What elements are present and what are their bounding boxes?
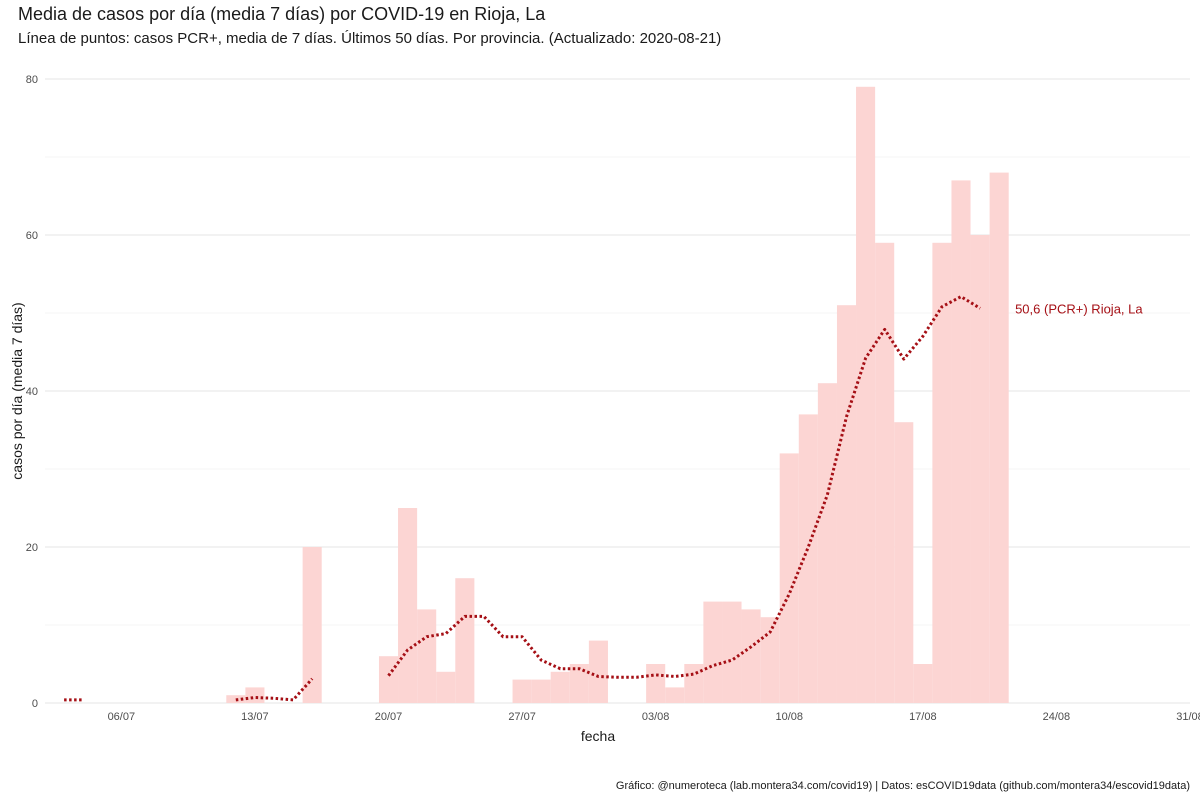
bar — [779, 453, 799, 703]
series-line-segment — [235, 677, 314, 702]
bar — [817, 383, 837, 703]
x-tick-label: 31/08 — [1176, 711, 1200, 723]
chart-caption: Gráfico: @numeroteca (lab.montera34.com/… — [615, 780, 1190, 792]
y-tick-label: 40 — [26, 386, 38, 398]
x-tick-label: 03/08 — [642, 711, 670, 723]
bar — [436, 671, 456, 703]
bar — [760, 617, 780, 703]
y-tick-label: 20 — [26, 542, 38, 554]
bar — [741, 609, 761, 703]
bar — [932, 242, 952, 704]
y-tick-label: 60 — [26, 230, 38, 242]
bar — [665, 687, 685, 703]
bar — [913, 664, 933, 703]
y-axis-title: casos por día (media 7 días) — [9, 302, 25, 479]
bar — [894, 422, 914, 703]
chart-title: Media de casos por día (media 7 días) po… — [18, 4, 546, 24]
bar — [512, 679, 532, 703]
bar — [989, 172, 1009, 704]
x-tick-label: 17/08 — [909, 711, 937, 723]
chart-subtitle: Línea de puntos: casos PCR+, media de 7 … — [18, 30, 722, 47]
bar — [378, 656, 399, 703]
x-tick-label: 10/08 — [775, 711, 803, 723]
bar — [550, 671, 570, 703]
y-axis-ticks: 0 20 40 60 80 — [26, 74, 38, 710]
x-tick-label: 27/07 — [508, 711, 536, 723]
bar — [245, 687, 265, 703]
bar — [722, 601, 742, 703]
bar — [398, 508, 418, 703]
bar — [455, 578, 475, 703]
series-end-label: 50,6 (PCR+) Rioja, La — [1015, 301, 1143, 316]
bar — [856, 86, 876, 704]
bar — [875, 242, 895, 704]
x-tick-label: 24/08 — [1043, 711, 1071, 723]
x-axis-title: fecha — [581, 728, 615, 744]
y-tick-label: 80 — [26, 74, 38, 86]
bar — [951, 180, 971, 703]
x-axis-ticks: 06/07 13/07 20/07 27/07 03/08 10/08 17/08 24/08… — [108, 711, 1200, 723]
bar — [836, 305, 857, 703]
bar — [302, 547, 322, 703]
bar — [646, 664, 666, 703]
series-lines — [64, 295, 981, 702]
gridlines — [45, 78, 1190, 704]
bar — [531, 679, 551, 703]
bar — [798, 414, 818, 703]
bar — [417, 609, 437, 703]
x-tick-label: 13/07 — [241, 711, 269, 723]
y-tick-label: 0 — [32, 698, 38, 710]
bar — [970, 235, 990, 703]
bar — [569, 664, 589, 703]
x-tick-label: 20/07 — [375, 711, 403, 723]
x-tick-label: 06/07 — [108, 711, 136, 723]
bars — [226, 86, 1009, 704]
bar — [684, 664, 704, 703]
bar — [588, 640, 608, 703]
series-line-segment — [387, 295, 981, 679]
bar — [703, 601, 723, 703]
